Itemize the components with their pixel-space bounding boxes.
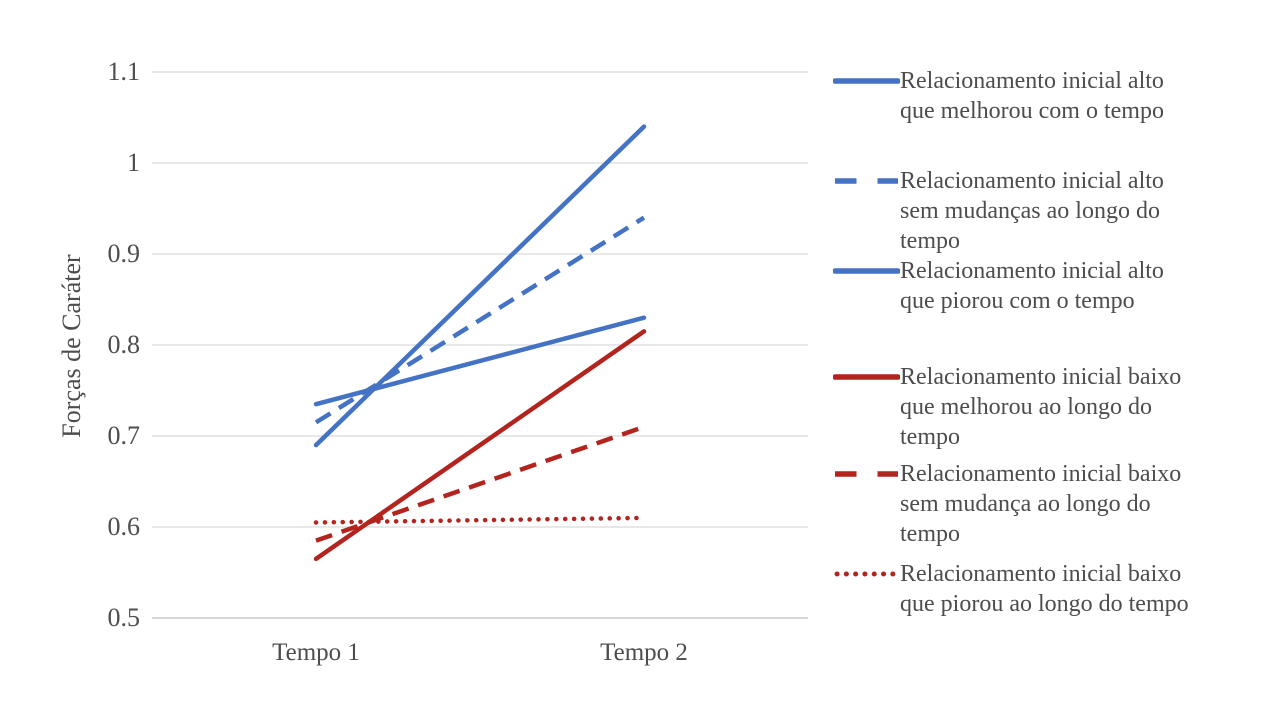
legend-label-line: Relacionamento inicial alto bbox=[900, 68, 1164, 94]
x-tick-label-0: Tempo 1 bbox=[272, 639, 360, 666]
legend-label-line: Relacionamento inicial baixo bbox=[900, 461, 1182, 487]
legend-marker-solid-icon bbox=[833, 78, 900, 84]
legend-label-line: Relacionamento inicial baixo bbox=[900, 561, 1182, 587]
series-line-5 bbox=[313, 515, 647, 525]
legend-label-line: sem mudança ao longo do bbox=[900, 491, 1151, 517]
legend-item-2: Relacionamento inicial alto que piorou co… bbox=[833, 256, 1218, 316]
legend-label-line: Relacionamento inicial alto bbox=[900, 258, 1164, 284]
legend-label-line: Relacionamento inicial baixo bbox=[900, 364, 1182, 390]
legend-label-line: Relacionamento inicial alto bbox=[900, 168, 1164, 194]
legend-marker-solid-icon bbox=[833, 268, 900, 274]
y-tick-label: 0.7 bbox=[107, 421, 141, 450]
legend-label-line: sem mudanças ao longo do bbox=[900, 198, 1160, 224]
legend-label-line: tempo bbox=[900, 521, 960, 547]
y-tick-label: 0.5 bbox=[107, 603, 141, 632]
legend-label-line: que piorou ao longo do tempo bbox=[900, 591, 1189, 617]
series-line-3 bbox=[313, 329, 647, 562]
legend-label-line: que piorou com o tempo bbox=[900, 288, 1135, 314]
x-tick-label-1: Tempo 2 bbox=[600, 639, 688, 666]
legend-marker-dashed-icon bbox=[835, 178, 898, 184]
y-tick-label: 1.1 bbox=[107, 57, 141, 86]
legend-label: Relacionamento inicial alto que piorou co… bbox=[900, 256, 1164, 316]
legend-label: Relacionamento inicial baixo que melhorou… bbox=[900, 362, 1181, 452]
legend-label-line: tempo bbox=[900, 424, 960, 450]
y-tick-label: 0.9 bbox=[107, 239, 141, 268]
series-line-0 bbox=[313, 124, 647, 448]
legend-label: Relacionamento inicial baixo que piorou a… bbox=[900, 559, 1189, 619]
legend-label: Relacionamento inicial alto que melhorou … bbox=[900, 66, 1164, 126]
legend-label: Relacionamento inicial baixo sem mudança … bbox=[900, 459, 1181, 549]
legend-item-4: Relacionamento inicial baixo sem mudança … bbox=[833, 459, 1218, 549]
legend-item-1: Relacionamento inicial alto sem mudanças … bbox=[833, 166, 1218, 256]
y-tick-label: 0.8 bbox=[107, 330, 141, 359]
legend-label-line: que melhorou ao longo do bbox=[900, 394, 1152, 420]
legend-item-5: Relacionamento inicial baixo que piorou a… bbox=[833, 559, 1218, 619]
legend-label-line: tempo bbox=[900, 228, 960, 254]
legend-label-line: que melhorou com o tempo bbox=[900, 98, 1164, 124]
series-line-2 bbox=[313, 315, 647, 407]
y-tick-label: 1 bbox=[127, 148, 140, 177]
legend-item-3: Relacionamento inicial baixo que melhorou… bbox=[833, 362, 1218, 452]
y-tick-label: 0.6 bbox=[107, 512, 141, 541]
legend-marker-dotted-icon bbox=[834, 571, 897, 577]
legend-marker-solid-icon bbox=[833, 374, 900, 380]
legend-marker-dashed-icon bbox=[835, 471, 898, 477]
legend-label: Relacionamento inicial alto sem mudanças … bbox=[900, 166, 1164, 256]
legend-item-0: Relacionamento inicial alto que melhorou … bbox=[833, 66, 1218, 126]
